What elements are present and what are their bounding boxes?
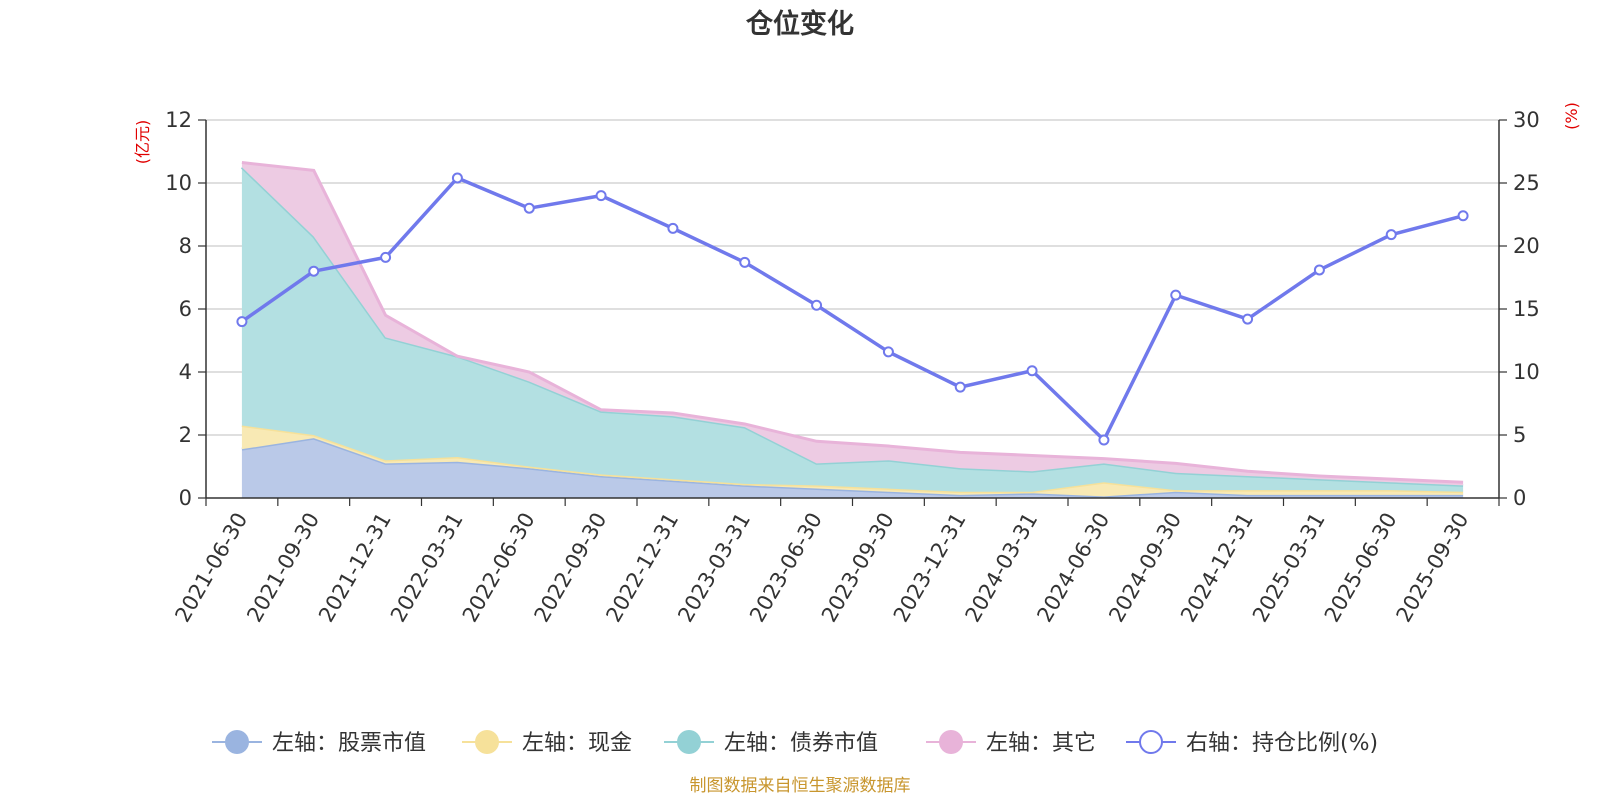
ratio-point [1457, 210, 1469, 222]
data-source-note: 制图数据来自恒生聚源数据库 [690, 776, 911, 796]
legend-label: 右轴：持仓比例(%) [1186, 731, 1378, 756]
legend-label: 左轴：债券市值 [724, 731, 878, 756]
x-axis-tick-label: 2023-06-30 [745, 509, 827, 627]
x-axis-tick-label: 2024-06-30 [1032, 509, 1114, 627]
right-axis-tick-label: 30 [1513, 108, 1540, 132]
x-axis-tick-label: 2022-09-30 [530, 509, 612, 627]
ratio-point [523, 202, 535, 214]
right-axis-tick-label: 0 [1513, 486, 1526, 510]
ratio-point [236, 316, 248, 328]
left-axis-tick-label: 6 [179, 297, 192, 321]
legend-hollow-marker [1139, 730, 1163, 754]
left-axis-tick-label: 2 [179, 423, 192, 447]
ratio-line-path [240, 176, 1464, 442]
stacked-areas [240, 161, 1464, 498]
left-axis-tick-label: 0 [179, 486, 192, 510]
area-edge-左轴：其它 [241, 161, 1464, 484]
ratio-point [380, 251, 392, 263]
left-axis-tick-label: 4 [179, 360, 192, 384]
area-左轴：股票市值 [241, 438, 1464, 498]
ratio-point [1170, 289, 1182, 301]
ratio-point [954, 381, 966, 393]
ratio-point [1313, 264, 1325, 276]
ratio-point [595, 190, 607, 202]
x-axis-tick-label: 2023-12-31 [889, 509, 971, 627]
ratio-point [1026, 365, 1038, 377]
left-axis-tick-label: 12 [165, 108, 192, 132]
legend: 左轴：股票市值 左轴：现金 左轴：债券市值 左轴：其它 右轴：持仓比例(%) [212, 730, 1378, 756]
x-axis-tick-label: 2025-09-30 [1392, 509, 1474, 627]
legend-marker [939, 730, 963, 754]
ratio-point [811, 299, 823, 311]
x-axis-tick-label: 2024-03-31 [961, 509, 1043, 627]
x-axis-tick-label: 2023-03-31 [673, 509, 755, 627]
right-axis-tick-label: 5 [1513, 423, 1526, 447]
ratio-point [882, 346, 894, 358]
ratio-point [308, 265, 320, 277]
x-axis-tick-label: 2021-06-30 [170, 509, 252, 627]
x-axis-tick-label: 2024-09-30 [1104, 509, 1186, 627]
right-axis-tick-label: 10 [1513, 360, 1540, 384]
x-axis-tick-label: 2021-12-31 [314, 509, 396, 627]
left-axis-tick-label: 8 [179, 234, 192, 258]
right-axis-unit: (%) [1562, 102, 1581, 130]
legend-label: 左轴：股票市值 [272, 731, 426, 756]
x-axis-tick-label: 2023-09-30 [817, 509, 899, 627]
legend-label: 左轴：其它 [986, 731, 1096, 756]
x-axis-tick-label: 2021-09-30 [242, 509, 324, 627]
ratio-line [236, 172, 1469, 446]
legend-marker [475, 730, 499, 754]
legend-label: 左轴：现金 [522, 731, 632, 756]
right-axis-tick-label: 15 [1513, 297, 1540, 321]
ratio-point [1098, 434, 1110, 446]
legend-marker [225, 730, 249, 754]
left-axis-tick-label: 10 [165, 171, 192, 195]
ratio-point [451, 172, 463, 184]
area-左轴：债券市值 [241, 167, 1464, 492]
x-axis-tick-label: 2025-03-31 [1248, 509, 1330, 627]
ratio-point [667, 222, 679, 234]
x-axis-tick-label: 2022-12-31 [601, 509, 683, 627]
x-axis-tick-label: 2022-06-30 [458, 509, 540, 627]
legend-marker [677, 730, 701, 754]
ratio-point [1242, 313, 1254, 325]
x-axis-tick-label: 2025-06-30 [1320, 509, 1402, 627]
left-axis-unit: (亿元) [133, 120, 152, 165]
ratio-point [1385, 229, 1397, 241]
right-axis-tick-label: 25 [1513, 171, 1540, 195]
ratio-point [739, 256, 751, 268]
x-axis-tick-label: 2022-03-31 [386, 508, 468, 626]
right-axis-tick-label: 20 [1513, 234, 1540, 258]
x-axis-tick-label: 2024-12-31 [1176, 509, 1258, 627]
chart-title: 仓位变化 [745, 8, 854, 40]
